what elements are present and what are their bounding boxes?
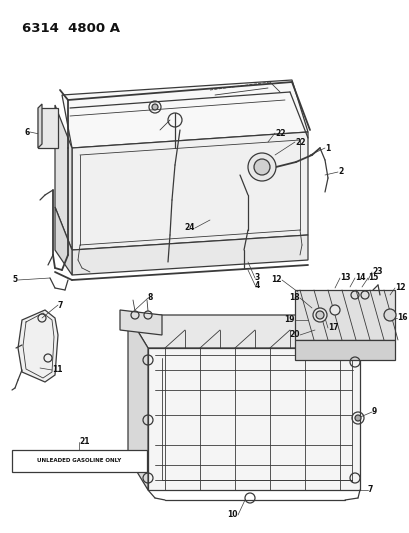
Polygon shape xyxy=(120,310,162,335)
Circle shape xyxy=(247,153,275,181)
Text: 7: 7 xyxy=(367,486,373,495)
Text: 4: 4 xyxy=(254,280,260,289)
Text: 10: 10 xyxy=(227,511,237,520)
Text: 6: 6 xyxy=(25,127,30,136)
Text: 15: 15 xyxy=(367,273,378,282)
Text: 8: 8 xyxy=(148,294,153,303)
Text: 6314  4800 A: 6314 4800 A xyxy=(22,21,120,35)
Text: 12: 12 xyxy=(394,284,405,293)
Polygon shape xyxy=(72,235,307,275)
Text: 12: 12 xyxy=(271,276,281,285)
Circle shape xyxy=(315,311,323,319)
Text: 16: 16 xyxy=(396,313,407,322)
Circle shape xyxy=(354,415,360,421)
Polygon shape xyxy=(148,348,359,490)
Text: 17: 17 xyxy=(327,324,338,333)
Polygon shape xyxy=(62,80,307,148)
Text: 23: 23 xyxy=(371,268,382,277)
Polygon shape xyxy=(38,104,42,148)
Text: 20: 20 xyxy=(289,330,299,340)
Circle shape xyxy=(383,309,395,321)
Text: 19: 19 xyxy=(284,316,294,325)
Polygon shape xyxy=(72,132,307,250)
Polygon shape xyxy=(128,315,148,490)
Polygon shape xyxy=(18,310,58,382)
Text: 22: 22 xyxy=(274,128,285,138)
Circle shape xyxy=(312,308,326,322)
Bar xyxy=(12,450,147,472)
Polygon shape xyxy=(55,105,72,250)
Text: 24: 24 xyxy=(184,223,195,232)
Text: 2: 2 xyxy=(337,167,342,176)
Text: 13: 13 xyxy=(339,273,350,282)
Text: 9: 9 xyxy=(371,408,376,416)
Circle shape xyxy=(152,104,157,110)
Polygon shape xyxy=(55,207,72,275)
Text: UNLEADED GASOLINE ONLY: UNLEADED GASOLINE ONLY xyxy=(37,458,121,464)
Circle shape xyxy=(329,305,339,315)
Text: 1: 1 xyxy=(324,143,329,152)
Polygon shape xyxy=(128,315,359,348)
Text: 14: 14 xyxy=(354,273,364,282)
Text: 21: 21 xyxy=(79,438,89,447)
Polygon shape xyxy=(38,108,58,148)
Polygon shape xyxy=(294,290,394,340)
Text: 22: 22 xyxy=(294,138,305,147)
Text: 18: 18 xyxy=(289,294,299,303)
Text: 3: 3 xyxy=(254,273,260,282)
Text: 5: 5 xyxy=(13,276,18,285)
Text: 7: 7 xyxy=(58,301,63,310)
Polygon shape xyxy=(294,340,394,360)
Circle shape xyxy=(254,159,270,175)
Text: 11: 11 xyxy=(52,366,62,375)
